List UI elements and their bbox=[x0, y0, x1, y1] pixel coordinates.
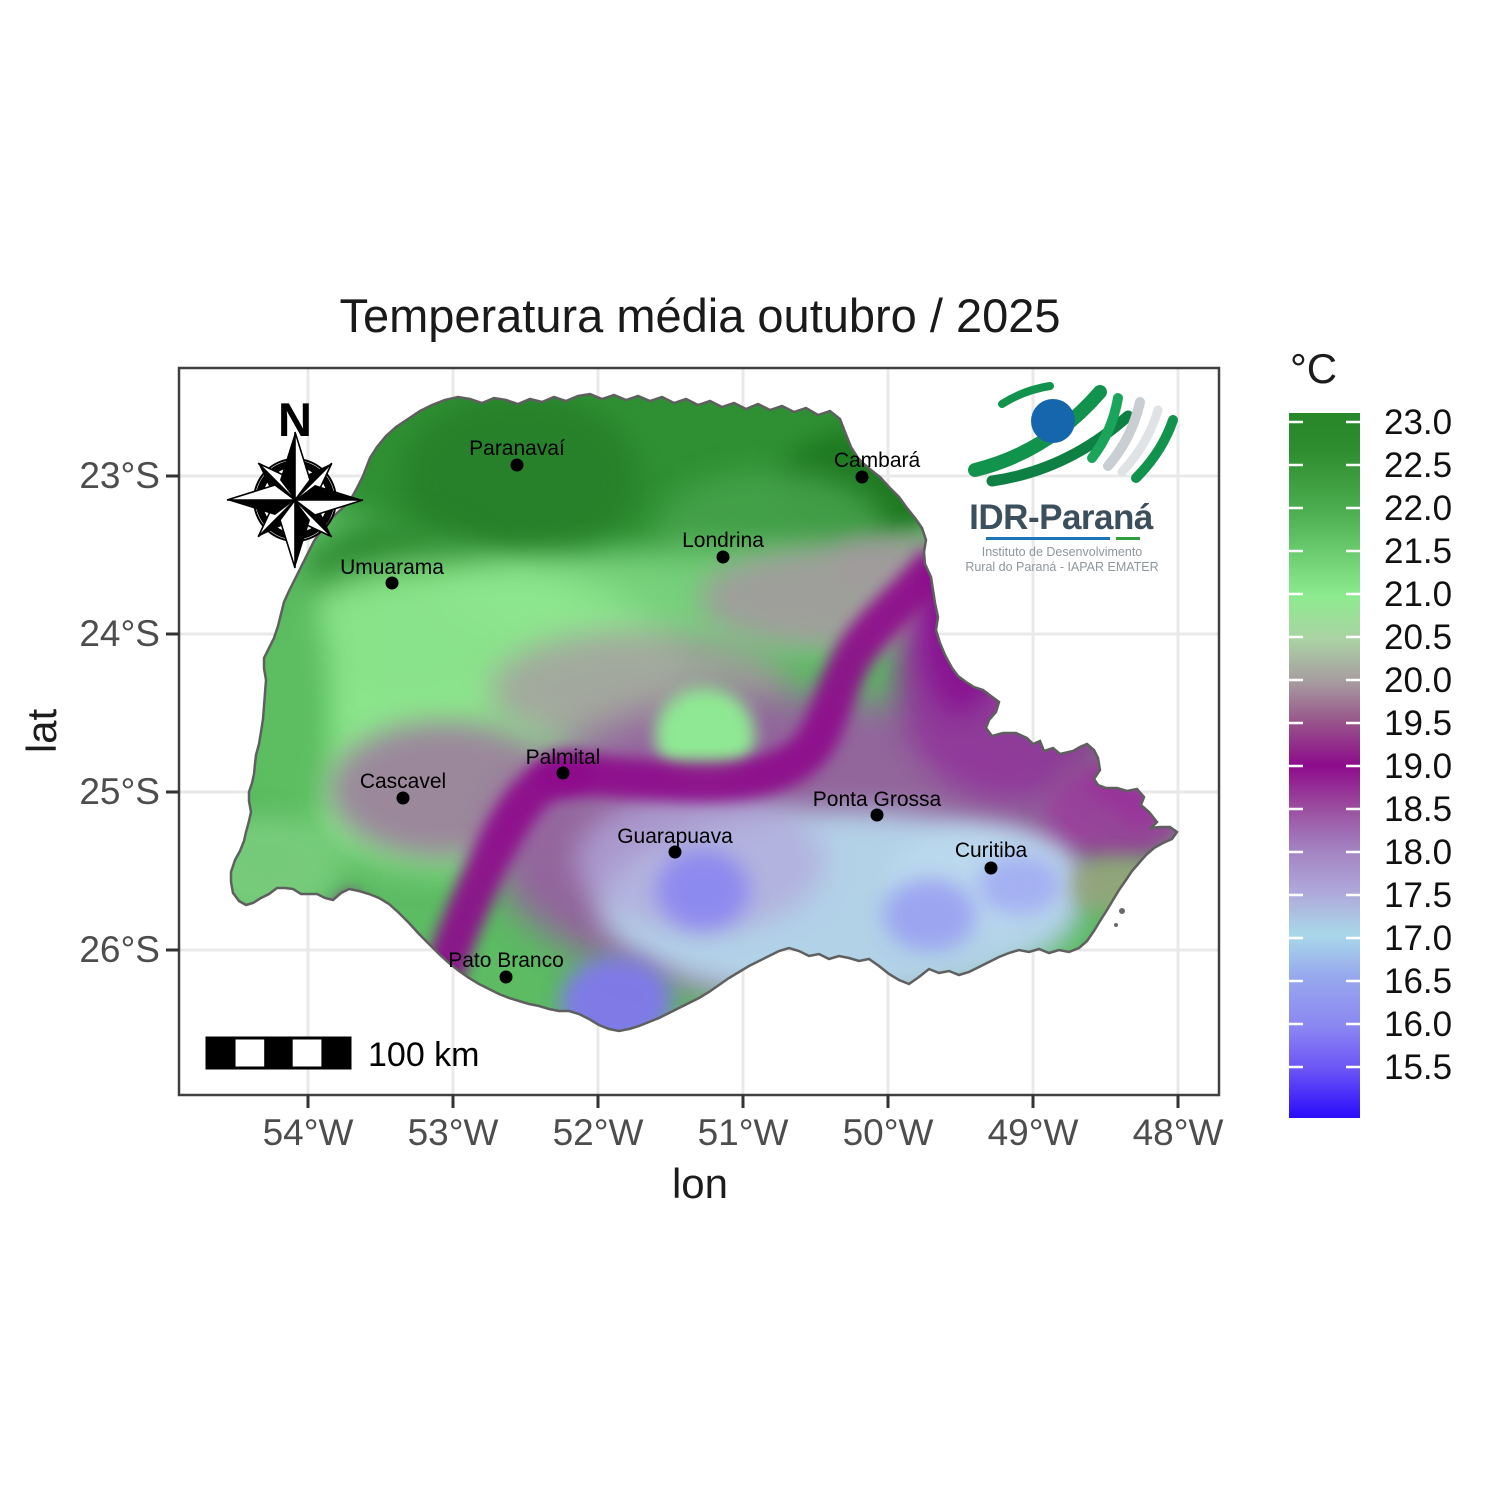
y-axis-ticks bbox=[166, 474, 179, 952]
x-tick-50w: 50°W bbox=[842, 1112, 934, 1153]
coastal-island bbox=[1114, 923, 1118, 927]
legend-tick: 19.5 bbox=[1384, 704, 1453, 743]
page-title: Temperatura média outubro / 2025 bbox=[339, 289, 1061, 342]
legend-tick: 16.0 bbox=[1384, 1005, 1453, 1044]
city-label-guarapuava: Guarapuava bbox=[617, 825, 733, 848]
x-axis-title: lon bbox=[671, 1160, 729, 1207]
legend-tick: 19.0 bbox=[1384, 747, 1453, 786]
logo-underline-green bbox=[1116, 537, 1140, 540]
x-tick-52w: 52°W bbox=[552, 1112, 644, 1153]
y-axis-title: lat bbox=[18, 708, 65, 754]
city-label-cambara: Cambará bbox=[833, 449, 921, 472]
compass-rose-icon bbox=[226, 431, 364, 569]
logo-title: IDR-Paraná bbox=[969, 498, 1153, 537]
legend-tick: 16.5 bbox=[1384, 962, 1453, 1001]
panel-border bbox=[177, 366, 1221, 1097]
legend-tick: 20.5 bbox=[1384, 618, 1453, 657]
y-tick-23s: 23°S bbox=[79, 455, 160, 496]
coastal-island bbox=[1119, 908, 1125, 914]
legend-tick: 18.5 bbox=[1384, 790, 1453, 829]
legend-tick: 23.0 bbox=[1384, 403, 1453, 442]
legend-tick: 20.0 bbox=[1384, 661, 1453, 700]
legend-tick: 17.0 bbox=[1384, 919, 1453, 958]
city-label-palmital: Palmital bbox=[525, 746, 601, 769]
city-label-curitiba: Curitiba bbox=[954, 839, 1028, 862]
x-tick-53w: 53°W bbox=[407, 1112, 499, 1153]
city-label-pato-branco: Pato Branco bbox=[448, 949, 564, 972]
city-dots bbox=[385, 458, 998, 984]
logo-subtitle-2: Rural do Paraná - IAPAR EMATER bbox=[965, 560, 1159, 574]
x-axis-ticks bbox=[306, 1095, 1180, 1108]
scale-bar bbox=[205, 1036, 352, 1070]
legend-tick: 15.5 bbox=[1384, 1048, 1453, 1087]
scale-bar-label: 100 km bbox=[368, 1036, 480, 1074]
legend-tick: 18.0 bbox=[1384, 833, 1453, 872]
y-tick-25s: 25°S bbox=[79, 771, 160, 812]
x-tick-49w: 49°W bbox=[987, 1112, 1079, 1153]
x-tick-54w: 54°W bbox=[262, 1112, 354, 1153]
compass-north-label: N bbox=[278, 393, 312, 446]
city-label-paranavai: Paranavaí bbox=[469, 437, 565, 460]
legend-tick: 21.0 bbox=[1384, 575, 1453, 614]
legend-tick: 17.5 bbox=[1384, 876, 1453, 915]
y-tick-24s: 24°S bbox=[79, 613, 160, 654]
legend-title: °C bbox=[1290, 345, 1338, 392]
idr-parana-logo-icon bbox=[968, 382, 1178, 487]
colorbar bbox=[1289, 413, 1360, 1118]
x-tick-48w: 48°W bbox=[1132, 1112, 1224, 1153]
legend-tick: 21.5 bbox=[1384, 532, 1453, 571]
city-label-umuarama: Umuarama bbox=[340, 556, 444, 579]
y-tick-26s: 26°S bbox=[79, 929, 160, 970]
legend-tick: 22.0 bbox=[1384, 489, 1453, 528]
logo-underline-blue bbox=[986, 537, 1110, 540]
city-label-londrina: Londrina bbox=[682, 529, 764, 552]
city-label-cascavel: Cascavel bbox=[359, 770, 447, 793]
logo-subtitle-1: Instituto de Desenvolvimento bbox=[981, 545, 1143, 559]
x-tick-51w: 51°W bbox=[697, 1112, 789, 1153]
city-label-ponta-grossa: Ponta Grossa bbox=[812, 788, 942, 811]
legend-tick: 22.5 bbox=[1384, 446, 1453, 485]
